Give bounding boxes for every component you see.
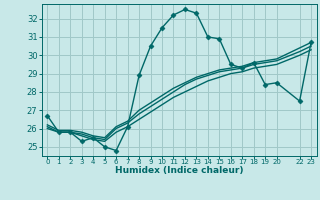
X-axis label: Humidex (Indice chaleur): Humidex (Indice chaleur) bbox=[115, 166, 244, 175]
